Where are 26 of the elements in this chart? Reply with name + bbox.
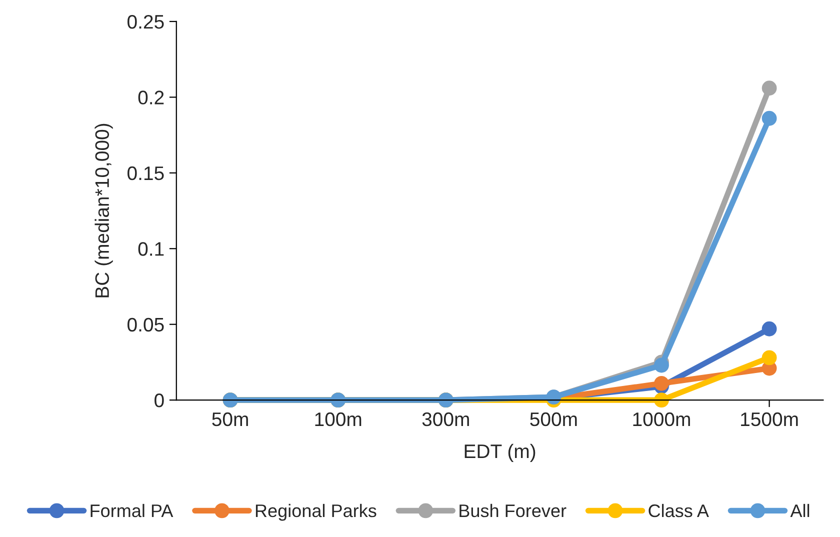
- y-tick-label: 0.15: [128, 166, 164, 180]
- point: [762, 321, 777, 336]
- x-axis-title: EDT (m): [464, 444, 536, 462]
- x-tick-label: 300m: [422, 412, 469, 426]
- legend-label: All: [790, 504, 810, 518]
- y-tick-label: 0.05: [128, 318, 164, 332]
- point: [654, 358, 669, 373]
- y-tick-label: 0: [154, 394, 164, 408]
- legend-label: Class A: [648, 504, 709, 518]
- legend-label: Formal PA: [90, 504, 174, 518]
- x-tick-label: 50m: [212, 412, 248, 426]
- x-tick-label: 500m: [530, 412, 577, 426]
- point: [762, 110, 777, 126]
- point: [654, 376, 669, 391]
- y-axis-title: BC (median*10,000): [94, 124, 113, 298]
- x-tick-label: 1500m: [741, 412, 798, 426]
- legend-label: Bush Forever: [460, 504, 566, 518]
- point: [762, 80, 777, 96]
- y-tick-label: 0.1: [138, 242, 164, 256]
- x-tick-label: 1000m: [633, 412, 690, 426]
- y-tick-label: 0.25: [128, 14, 164, 29]
- x-tick-label: 100m: [315, 412, 362, 426]
- point: [654, 392, 669, 408]
- legend-label: Regional Parks: [256, 504, 376, 521]
- y-tick-label: 0.2: [138, 90, 164, 104]
- point: [762, 350, 777, 366]
